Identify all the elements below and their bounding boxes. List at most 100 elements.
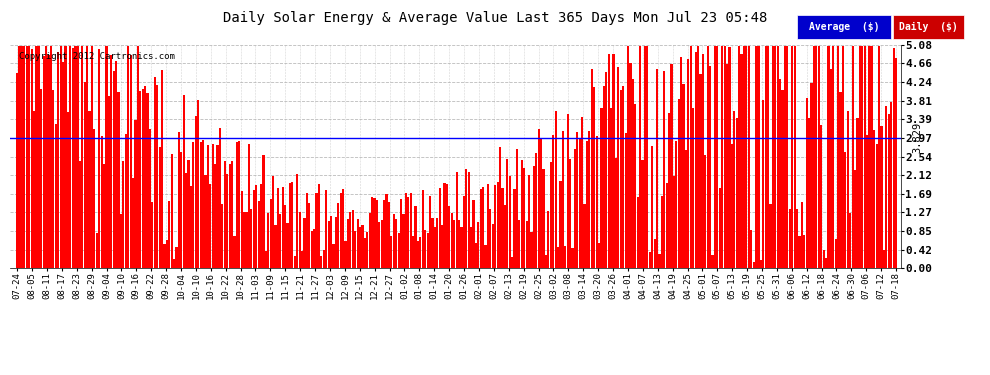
- Bar: [786, 46, 788, 268]
- Bar: [781, 90, 784, 268]
- Bar: [484, 245, 487, 268]
- Bar: [120, 214, 122, 268]
- Bar: [707, 46, 709, 268]
- Bar: [586, 141, 588, 268]
- Bar: [163, 244, 165, 268]
- Bar: [144, 86, 147, 268]
- Bar: [127, 46, 130, 268]
- Bar: [453, 220, 455, 268]
- Bar: [437, 219, 439, 268]
- Bar: [321, 256, 323, 268]
- Bar: [402, 214, 405, 268]
- Bar: [123, 161, 125, 268]
- Bar: [663, 71, 665, 268]
- Bar: [103, 164, 105, 268]
- Bar: [366, 232, 368, 268]
- Bar: [509, 177, 511, 268]
- Bar: [538, 129, 540, 268]
- Bar: [345, 241, 346, 268]
- Bar: [492, 224, 494, 268]
- Bar: [682, 84, 685, 268]
- Bar: [301, 251, 303, 268]
- Bar: [742, 46, 745, 268]
- Bar: [764, 46, 767, 268]
- Bar: [373, 198, 375, 268]
- Bar: [651, 146, 653, 268]
- Bar: [277, 188, 279, 268]
- Bar: [161, 70, 163, 268]
- Bar: [876, 144, 878, 268]
- Bar: [450, 213, 452, 268]
- Bar: [36, 46, 38, 268]
- Bar: [803, 235, 806, 268]
- Bar: [204, 175, 207, 268]
- Bar: [222, 204, 224, 268]
- Bar: [644, 46, 646, 268]
- Bar: [388, 202, 390, 268]
- Bar: [564, 246, 566, 268]
- Bar: [19, 46, 21, 268]
- Bar: [858, 46, 861, 268]
- Bar: [871, 46, 873, 268]
- Text: 3.829: 3.829: [913, 122, 923, 153]
- Bar: [873, 130, 875, 268]
- Bar: [444, 183, 446, 268]
- Bar: [856, 118, 858, 268]
- Bar: [286, 223, 289, 268]
- Bar: [528, 176, 530, 268]
- Bar: [729, 47, 731, 268]
- Bar: [561, 131, 564, 268]
- Bar: [342, 189, 345, 268]
- Bar: [132, 178, 134, 268]
- Bar: [209, 184, 212, 268]
- Bar: [808, 118, 810, 268]
- Bar: [173, 259, 175, 268]
- Bar: [24, 46, 26, 268]
- Bar: [412, 236, 414, 268]
- Bar: [472, 200, 474, 268]
- Bar: [153, 76, 155, 268]
- Bar: [559, 181, 561, 268]
- Bar: [833, 46, 835, 268]
- Bar: [200, 142, 202, 268]
- Bar: [600, 108, 603, 268]
- Bar: [784, 46, 786, 268]
- Bar: [291, 182, 293, 268]
- Bar: [554, 111, 556, 268]
- Bar: [757, 46, 759, 268]
- Bar: [274, 225, 276, 268]
- Bar: [113, 71, 115, 268]
- Bar: [69, 46, 71, 268]
- Bar: [57, 52, 59, 268]
- Bar: [272, 176, 274, 268]
- Bar: [31, 49, 33, 268]
- Bar: [458, 220, 460, 268]
- Bar: [460, 227, 462, 268]
- Bar: [306, 193, 308, 268]
- Bar: [43, 56, 45, 268]
- Bar: [279, 214, 281, 268]
- Bar: [823, 250, 825, 268]
- Bar: [378, 222, 380, 268]
- Bar: [335, 217, 337, 268]
- Bar: [105, 46, 108, 268]
- Bar: [338, 204, 340, 268]
- Bar: [311, 231, 313, 268]
- Bar: [598, 243, 600, 268]
- Bar: [813, 46, 815, 268]
- Bar: [62, 62, 64, 268]
- Bar: [448, 206, 450, 268]
- Bar: [482, 187, 484, 268]
- Bar: [888, 114, 890, 268]
- Bar: [346, 219, 349, 268]
- Bar: [678, 99, 680, 268]
- Bar: [685, 150, 687, 268]
- Bar: [415, 206, 417, 268]
- Bar: [91, 46, 93, 268]
- Bar: [325, 190, 328, 268]
- Bar: [798, 236, 801, 268]
- Bar: [670, 63, 672, 268]
- Bar: [574, 149, 576, 268]
- Bar: [536, 153, 538, 268]
- Bar: [318, 184, 320, 268]
